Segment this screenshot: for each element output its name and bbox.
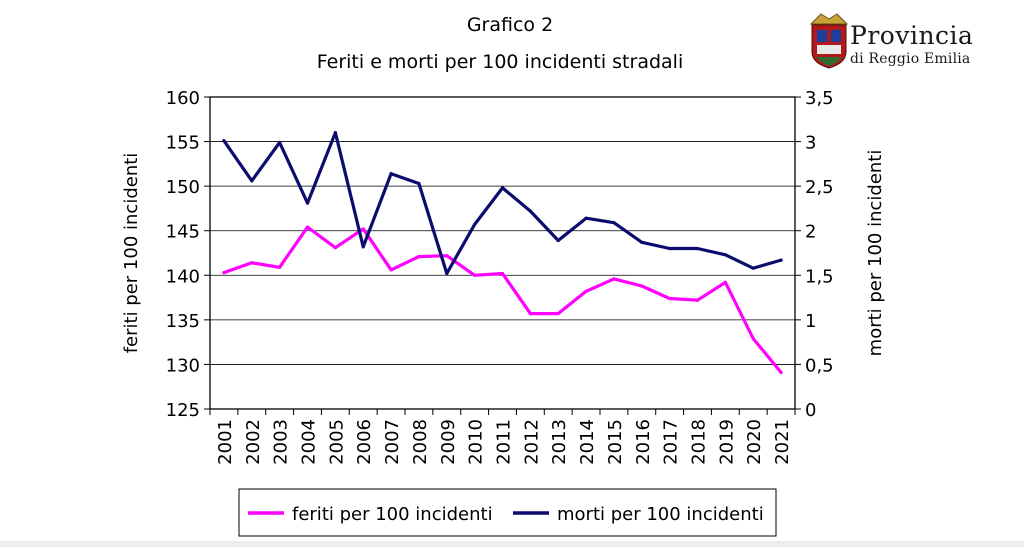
- x-tick-label: 2020: [744, 419, 765, 465]
- data-point-morti: [612, 221, 616, 225]
- data-point-morti: [250, 179, 254, 183]
- y-right-tick-label: 2,5: [805, 177, 834, 198]
- data-point-feriti: [584, 289, 588, 293]
- data-point-morti: [417, 181, 421, 186]
- x-tick-label: 2002: [243, 419, 264, 465]
- data-point-morti: [723, 253, 727, 257]
- y-axis-left: 125 130 135 140 145 150 155 160: [166, 88, 210, 421]
- x-tick-label: 2005: [326, 419, 347, 465]
- data-point-morti: [668, 246, 672, 251]
- y-axis-right: 0 0,5 1 1,5 2 2,5 3 3,5: [795, 88, 834, 421]
- data-point-morti: [333, 131, 337, 135]
- legend-box: [238, 488, 777, 537]
- data-point-morti: [305, 201, 310, 205]
- y-right-tick-label: 0,5: [805, 355, 834, 376]
- coat-of-arms-icon: [809, 13, 849, 69]
- x-tick-label: 2018: [689, 419, 710, 465]
- data-point-morti: [751, 266, 755, 270]
- y-left-tick-label: 140: [166, 266, 200, 287]
- y-axis-left-label: feriti per 100 incidenti: [121, 153, 142, 354]
- y-right-tick-label: 0: [805, 400, 816, 421]
- data-point-feriti: [556, 312, 560, 316]
- y-left-tick-label: 160: [166, 88, 200, 109]
- x-tick-label: 2021: [772, 419, 793, 465]
- x-tick-label: 2014: [577, 419, 598, 465]
- data-point-feriti: [417, 254, 421, 259]
- data-point-morti: [361, 245, 365, 249]
- data-point-morti: [389, 172, 393, 176]
- x-tick-label: 2011: [494, 419, 515, 465]
- data-point-morti: [222, 139, 226, 143]
- x-tick-label: 2013: [549, 419, 570, 465]
- data-point-morti: [445, 271, 449, 276]
- y-right-tick-label: 3: [805, 133, 816, 154]
- y-axis-right-label: morti per 100 incidenti: [865, 150, 886, 357]
- y-right-tick-label: 3,5: [805, 88, 834, 109]
- data-point-morti: [528, 209, 532, 213]
- data-point-feriti: [500, 271, 505, 276]
- data-point-feriti: [333, 246, 337, 250]
- province-logo: Provincia di Reggio Emilia: [809, 13, 973, 69]
- data-point-feriti: [612, 277, 616, 281]
- y-right-tick-label: 1: [805, 311, 816, 332]
- legend-label-feriti: feriti per 100 incidenti: [292, 504, 493, 525]
- legend-label-morti: morti per 100 incidenti: [557, 504, 764, 525]
- x-tick-label: 2003: [271, 419, 292, 465]
- data-point-feriti: [389, 268, 393, 272]
- y-left-tick-label: 155: [166, 133, 200, 154]
- data-point-feriti: [640, 284, 644, 288]
- data-point-feriti: [250, 261, 254, 265]
- y-right-tick-label: 2: [805, 222, 816, 243]
- x-tick-label: 2012: [521, 419, 542, 465]
- x-tick-label: 2016: [633, 419, 654, 465]
- data-point-feriti: [723, 280, 727, 285]
- data-point-morti: [278, 140, 282, 145]
- data-point-morti: [556, 238, 560, 243]
- logo-subtitle: di Reggio Emilia: [850, 51, 970, 67]
- bottom-rule: [0, 541, 1024, 547]
- x-tick-label: 2004: [299, 419, 320, 465]
- x-tick-label: 2008: [410, 419, 431, 465]
- data-point-morti: [695, 246, 700, 251]
- x-tick-label: 2010: [466, 419, 487, 465]
- x-axis: 2001 2002 2003 2004 2005 2006 2007 2008 2009 2010…: [209, 409, 796, 465]
- y-left-tick-label: 150: [166, 177, 200, 198]
- chart-subtitle: Feriti e morti per 100 incidenti stradal…: [317, 51, 683, 73]
- x-tick-label: 2001: [215, 419, 236, 465]
- x-tick-label: 2019: [716, 419, 737, 465]
- data-point-morti: [584, 216, 588, 220]
- data-point-morti: [779, 258, 783, 262]
- x-tick-label: 2007: [382, 419, 403, 465]
- data-point-feriti: [473, 273, 477, 277]
- logo-title: Provincia: [850, 21, 973, 50]
- gridlines: [210, 141, 795, 365]
- data-point-feriti: [695, 298, 700, 302]
- series-layer: [222, 131, 783, 375]
- data-point-feriti: [668, 296, 672, 301]
- chart-title: Grafico 2: [467, 14, 553, 36]
- data-point-feriti: [222, 271, 226, 275]
- data-point-morti: [500, 186, 505, 190]
- y-left-tick-label: 130: [166, 355, 200, 376]
- x-tick-label: 2015: [605, 419, 626, 465]
- data-point-feriti: [305, 225, 310, 229]
- x-tick-label: 2017: [661, 419, 682, 465]
- data-point-feriti: [278, 265, 282, 269]
- data-point-feriti: [361, 227, 365, 231]
- data-point-feriti: [528, 312, 532, 316]
- data-point-morti: [473, 222, 477, 227]
- y-left-tick-label: 125: [166, 400, 200, 421]
- x-tick-label: 2006: [354, 419, 375, 465]
- data-point-feriti: [445, 254, 449, 258]
- y-right-tick-label: 1,5: [805, 266, 834, 287]
- data-point-feriti: [779, 370, 783, 375]
- plot-area: [209, 96, 796, 410]
- data-point-feriti: [751, 336, 755, 341]
- y-left-tick-label: 135: [166, 311, 200, 332]
- y-left-tick-label: 145: [166, 222, 200, 243]
- data-point-morti: [640, 240, 644, 244]
- x-tick-label: 2009: [438, 419, 459, 465]
